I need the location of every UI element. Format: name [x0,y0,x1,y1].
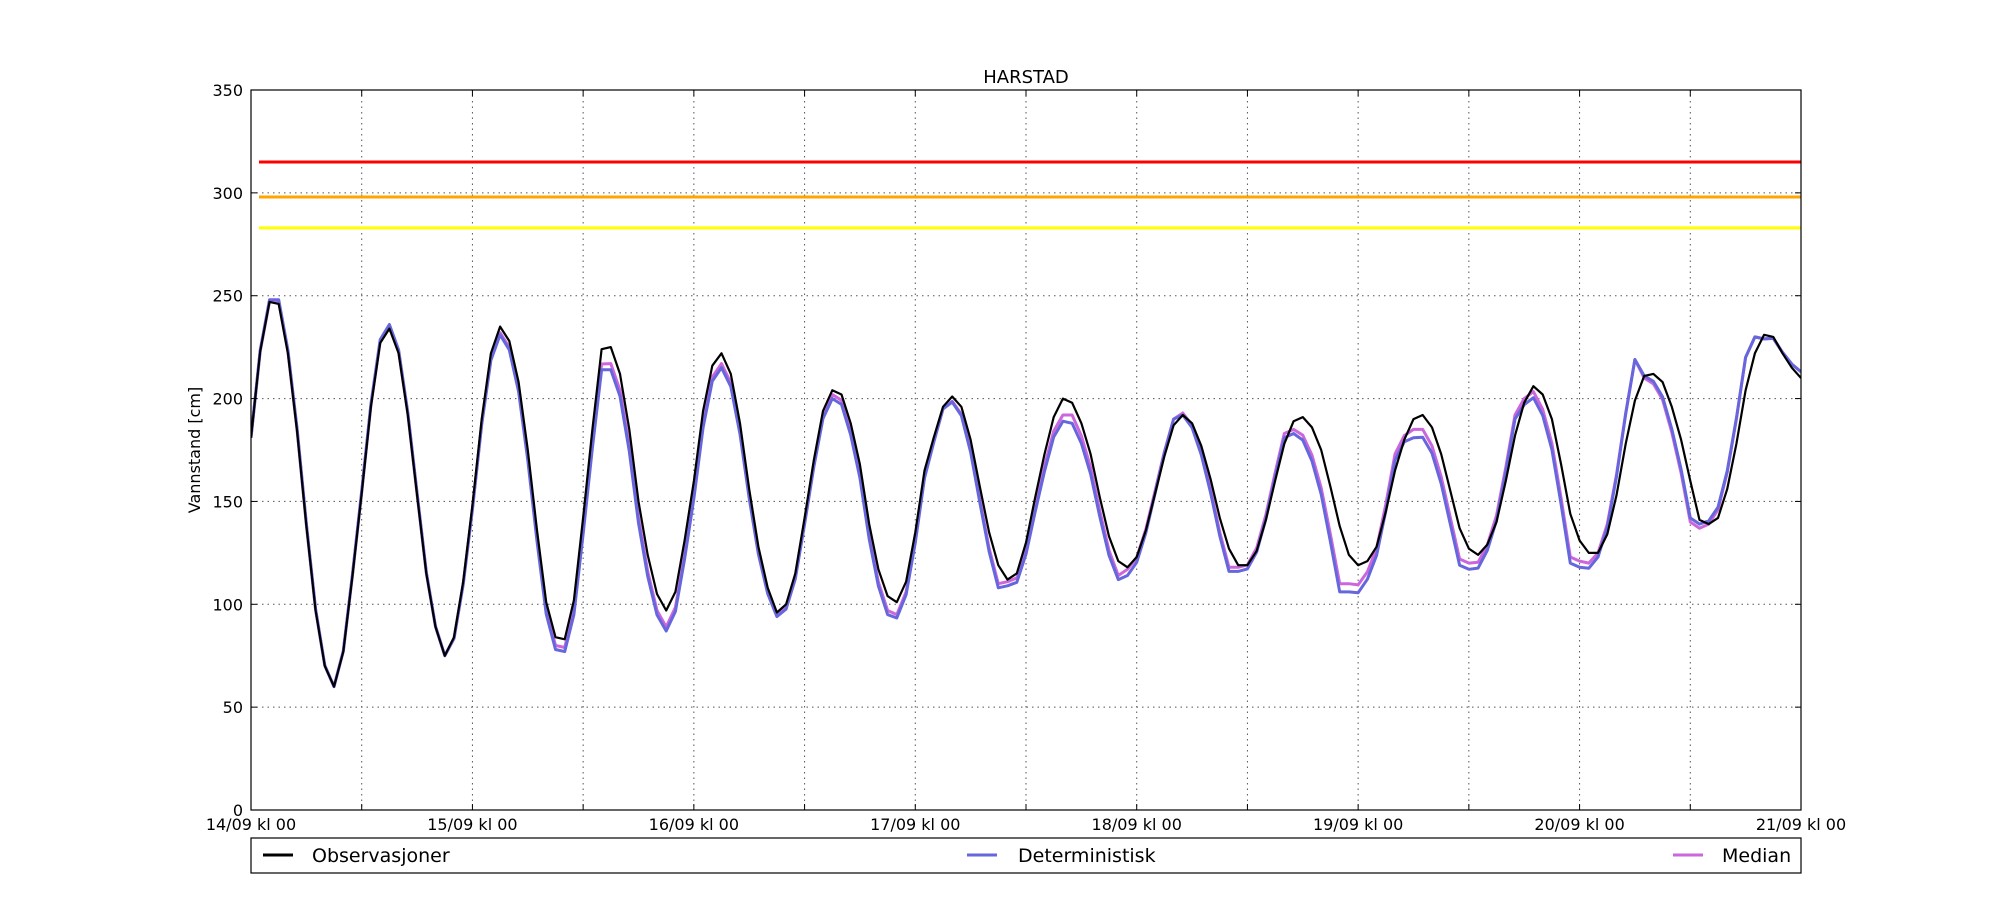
y-tick-label: 0 [233,801,243,820]
legend-frame [250,837,1802,874]
x-tick-label: 15/09 kl 00 [427,815,517,834]
x-tick-label: 16/09 kl 00 [649,815,739,834]
x-tick-label: 14/09 kl 00 [206,815,296,834]
legend-label-observasjoner: Observasjoner [312,845,450,867]
y-tick-label: 300 [212,184,243,203]
chart-title: HARSTAD [983,67,1069,88]
grid [251,90,1801,810]
y-axis: 0 50 100 150 200 250 300 350 [212,81,1801,820]
legend: Observasjoner Deterministisk Median [250,837,1802,874]
x-tick-label: 19/09 kl 00 [1313,815,1403,834]
y-tick-label: 200 [212,390,243,409]
series-line-deterministisk [251,298,1801,689]
y-axis-label: Vannstand [cm] [185,387,204,513]
y-tick-label: 150 [212,492,243,511]
y-tick-label: 250 [212,287,243,306]
y-tick-label: 50 [223,698,243,717]
x-tick-label: 17/09 kl 00 [870,815,960,834]
legend-label-deterministisk: Deterministisk [1018,845,1156,867]
y-tick-label: 350 [212,81,243,100]
x-axis: 14/09 kl 00 15/09 kl 00 16/09 kl 00 17/09 k… [206,90,1846,834]
series-lines [251,298,1801,689]
series-line-observasjoner [251,300,1801,688]
x-tick-label: 20/09 kl 00 [1534,815,1624,834]
x-tick-label: 18/09 kl 00 [1092,815,1182,834]
legend-label-median: Median [1722,845,1791,867]
threshold-lines [259,160,1801,230]
x-tick-label: 21/09 kl 00 [1756,815,1846,834]
y-tick-label: 100 [212,595,243,614]
